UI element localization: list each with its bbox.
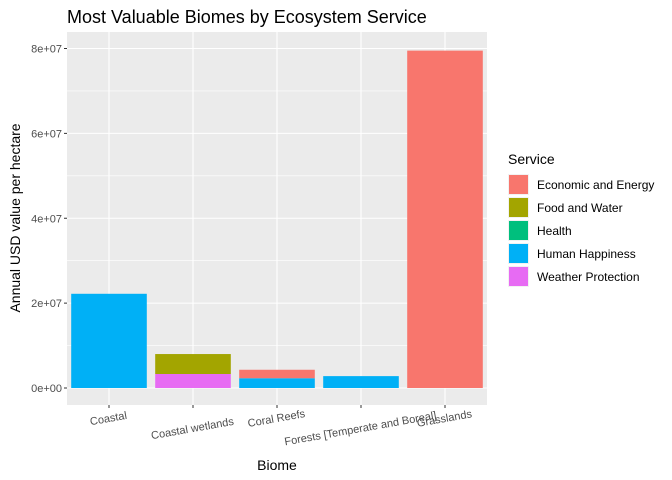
legend: Economic and Energy Food and Water Health H… [508,174,654,287]
legend-label: Health [537,224,572,238]
legend-label: Human Happiness [537,247,636,261]
legend-label: Weather Protection [537,270,640,284]
chart-title: Most Valuable Biomes by Ecosystem Servic… [67,7,427,27]
legend-swatch [509,198,528,217]
y-tick-label: 2e+07 [31,298,62,310]
bar-human-happiness [71,293,147,388]
y-tick-label: 4e+07 [31,213,62,225]
x-tick-label: Coral Reefs [247,408,307,430]
bar-economic-and-energy [239,369,315,379]
bars [71,50,483,388]
legend-swatch [509,175,528,194]
bar-food-and-water [155,354,231,374]
y-tick-label: 0e+00 [31,383,62,395]
y-tick-label: 8e+07 [31,44,62,56]
x-axis-title: Biome [257,457,297,473]
legend-label: Economic and Energy [537,178,654,192]
bar-weather-protection [155,373,231,388]
bar-economic-and-energy [407,50,483,388]
x-tick-label: Coastal wetlands [150,416,235,442]
bar-human-happiness [239,378,315,388]
x-axis-ticks: Coastal Coastal wetlands Coral ReefsForest… [89,405,473,448]
legend-swatch [509,267,528,286]
bar-human-happiness [323,376,399,388]
y-axis-title: Annual USD value per hectare [7,123,23,312]
legend-swatch [509,221,528,240]
y-tick-label: 6e+07 [31,128,62,140]
x-tick-label: Coastal [89,410,128,428]
legend-swatch [509,244,528,263]
legend-label: Food and Water [537,201,623,215]
x-tick-label: Forests [Temperate and Boreal] [284,410,438,449]
y-axis-ticks: 0e+00 2e+07 4e+07 6e+07 8e+07 [31,44,67,395]
legend-title: Service [508,151,555,167]
